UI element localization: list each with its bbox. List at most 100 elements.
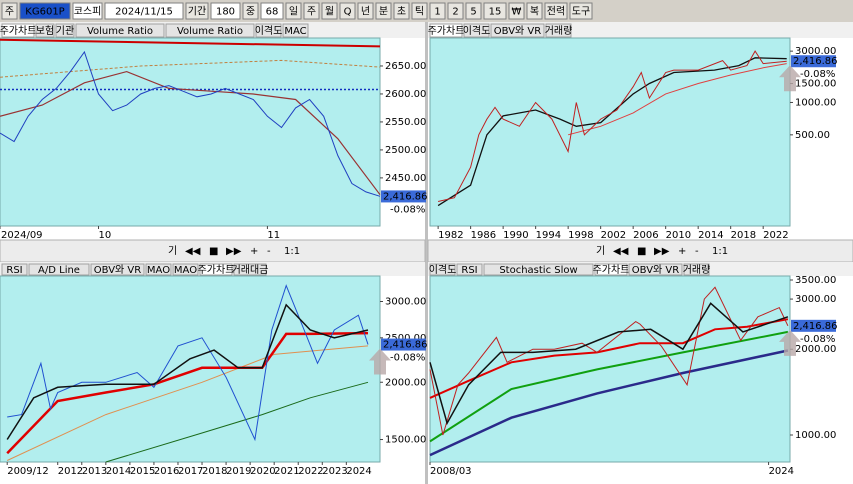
toolbar-button[interactable] [210, 2, 241, 20]
tab[interactable] [1, 23, 35, 38]
tab[interactable] [145, 263, 172, 276]
plot-area [429, 275, 791, 463]
tab[interactable] [490, 23, 545, 38]
x-tick-label: 2024 [769, 466, 794, 477]
toolbar-button[interactable] [544, 2, 568, 20]
toolbar-label: 분 [379, 6, 388, 18]
tab[interactable] [683, 263, 710, 276]
toolbar-button[interactable] [465, 2, 482, 20]
toolbar-button[interactable] [303, 2, 320, 20]
tab[interactable] [628, 263, 683, 276]
y-tick-label: 3500.00 [795, 275, 836, 286]
x-tick-label: 2024/09 [1, 230, 43, 241]
tab[interactable] [594, 263, 628, 276]
toolbar-button[interactable] [411, 2, 428, 20]
tab[interactable] [429, 23, 463, 38]
x-tick-label: 10 [99, 230, 112, 241]
y-tick-label: 1000.00 [795, 97, 836, 108]
price-line [429, 349, 789, 457]
toolbar-button[interactable] [104, 2, 184, 20]
toolbar-button[interactable] [260, 2, 284, 20]
toolbar-button[interactable] [429, 2, 446, 20]
scroll-control: 1:1 [712, 246, 728, 257]
x-tick-label: 2020 [250, 466, 275, 477]
scroll-control: 기 [596, 245, 605, 257]
toolbar-label: 1 [434, 7, 440, 18]
toolbar-button[interactable] [508, 2, 525, 20]
toolbar-label: 180 [216, 7, 235, 18]
scroll-control: ■ [209, 246, 218, 257]
toolbar-label: 2 [452, 7, 458, 18]
toolbar-button[interactable] [483, 2, 507, 20]
toolbar-button[interactable] [569, 2, 593, 20]
price-line [0, 70, 381, 196]
scroll-control: ■ [637, 246, 646, 257]
toolbar-button[interactable] [339, 2, 356, 20]
tab-label: 이격도 [429, 263, 457, 276]
tab[interactable] [429, 263, 456, 276]
toolbar-button[interactable] [242, 2, 259, 20]
toolbar-button[interactable] [375, 2, 392, 20]
toolbar-button[interactable] [285, 2, 302, 20]
toolbar-button[interactable] [447, 2, 464, 20]
tab-label: Volume Ratio [87, 26, 153, 37]
price-line [6, 345, 369, 461]
toolbar-button[interactable] [321, 2, 338, 20]
tab-label: 보험 [36, 25, 54, 37]
x-tick-label: 2018 [202, 466, 227, 477]
arrow-icon [369, 348, 391, 375]
scroll-control: 기 [168, 245, 177, 257]
tab-label: 이격도 [255, 24, 283, 37]
tab-label: RSI [6, 265, 22, 276]
tab[interactable] [456, 263, 483, 276]
tab[interactable] [75, 23, 165, 38]
scroll-control: - [695, 246, 699, 257]
toolbar-label: 주 [307, 7, 316, 18]
tab[interactable] [55, 23, 75, 38]
close-box [381, 190, 426, 203]
toolbar-button[interactable] [357, 2, 374, 20]
toolbar-label: 도구 [572, 7, 590, 18]
x-tick-label: 1990 [503, 230, 528, 241]
x-tick-label: 2016 [154, 466, 179, 477]
tab[interactable] [35, 23, 55, 38]
tab[interactable] [90, 263, 145, 276]
tab[interactable] [172, 263, 199, 276]
scroll-control: - [267, 246, 271, 257]
x-tick-label: 2014 [698, 230, 723, 241]
x-tick-label: 1994 [536, 230, 561, 241]
tab[interactable] [463, 23, 490, 38]
scroll-control: + [678, 246, 686, 257]
scroll-control: ◀◀ [185, 246, 201, 257]
tab[interactable] [545, 23, 572, 38]
tab[interactable] [1, 263, 28, 276]
toolbar-button[interactable] [393, 2, 410, 20]
x-tick-label: 1986 [471, 230, 496, 241]
toolbar-button[interactable] [185, 2, 209, 20]
scroll-control: ▶▶ [654, 246, 670, 257]
tab[interactable] [199, 263, 233, 276]
tab[interactable] [165, 23, 255, 38]
x-tick-label: 2006 [633, 230, 658, 241]
y-tick-label: 1500.00 [795, 79, 836, 90]
tab-label: Stochastic Slow [499, 265, 577, 276]
tab[interactable] [282, 23, 309, 38]
x-tick-label: 2024 [346, 466, 371, 477]
toolbar-button[interactable] [19, 2, 71, 20]
tab[interactable] [255, 23, 282, 38]
x-tick-label: 2018 [731, 230, 756, 241]
tab-label: A/D Line [38, 265, 80, 276]
tab[interactable] [483, 263, 594, 276]
change-label: -0.08% [390, 353, 425, 364]
tab[interactable] [28, 263, 90, 276]
tab-label: MAC [284, 26, 306, 37]
toolbar-button[interactable] [1, 2, 18, 20]
tab-label: 주가차트 [198, 264, 235, 276]
toolbar-button[interactable] [72, 2, 103, 20]
price-line [7, 284, 369, 442]
tab[interactable] [233, 263, 267, 276]
tab-label: RSI [461, 265, 477, 276]
toolbar-button[interactable] [526, 2, 543, 20]
arrow-icon [779, 65, 801, 92]
